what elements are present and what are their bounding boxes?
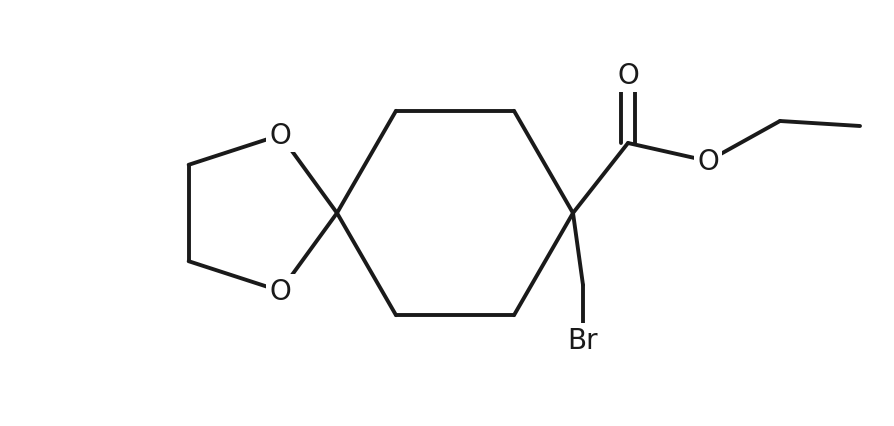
Text: Br: Br (567, 326, 598, 354)
Text: O: O (269, 122, 291, 150)
Text: O: O (269, 277, 291, 305)
Text: O: O (617, 62, 638, 90)
Text: O: O (696, 148, 718, 176)
